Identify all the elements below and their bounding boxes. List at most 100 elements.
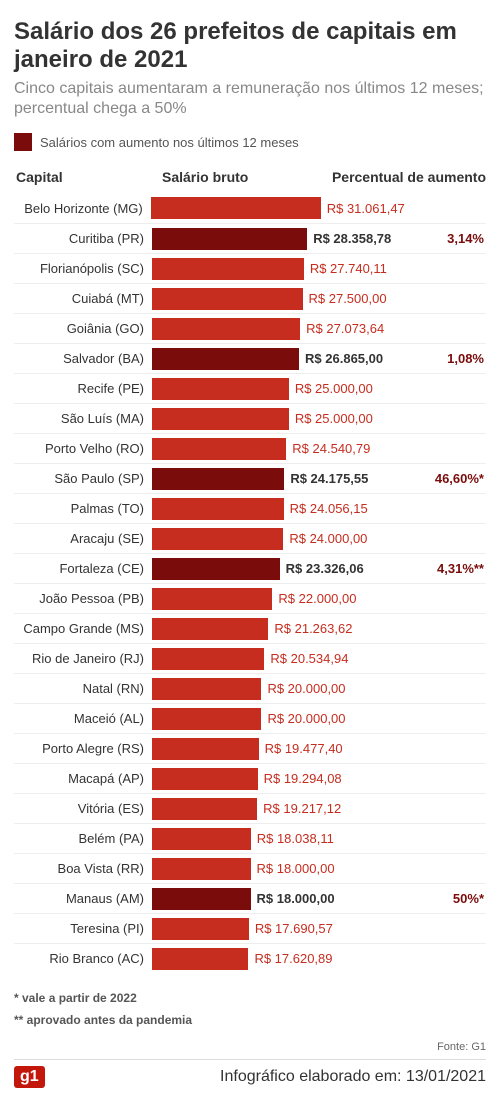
capital-name: Salvador (BA): [14, 351, 152, 366]
bar-wrap: R$ 27.500,00: [152, 288, 404, 310]
salary-label: R$ 28.358,78: [307, 231, 391, 246]
salary-label: R$ 31.061,47: [321, 201, 405, 216]
salary-label: R$ 25.000,00: [289, 411, 373, 426]
salary-bar: [152, 828, 251, 850]
salary-label: R$ 18.000,00: [251, 861, 335, 876]
capital-name: Maceió (AL): [14, 711, 152, 726]
bar-wrap: R$ 24.056,15: [152, 498, 404, 520]
bar-wrap: R$ 22.000,00: [152, 588, 404, 610]
capital-name: Vitória (ES): [14, 801, 152, 816]
capital-name: Curitiba (PR): [14, 231, 152, 246]
pct-label: 1,08%: [404, 351, 486, 366]
table-row: Goiânia (GO) R$ 27.073,64: [14, 313, 486, 343]
capital-name: São Paulo (SP): [14, 471, 152, 486]
capital-name: João Pessoa (PB): [14, 591, 152, 606]
bar-wrap: R$ 19.294,08: [152, 768, 404, 790]
salary-label: R$ 24.056,15: [284, 501, 368, 516]
salary-bar: [152, 648, 264, 670]
bar-wrap: R$ 24.000,00: [152, 528, 404, 550]
column-headers: Capital Salário bruto Percentual de aume…: [14, 169, 486, 185]
salary-label: R$ 20.000,00: [261, 681, 345, 696]
bar-wrap: R$ 17.690,57: [152, 918, 404, 940]
table-row: Campo Grande (MS)R$ 21.263,62: [14, 613, 486, 643]
credit-line: Infográfico elaborado em: 13/01/2021: [220, 1068, 486, 1086]
table-row: Teresina (PI) R$ 17.690,57: [14, 913, 486, 943]
bar-wrap: R$ 23.326,06: [152, 558, 404, 580]
capital-name: Macapá (AP): [14, 771, 152, 786]
source-logo: g1: [14, 1066, 45, 1088]
salary-label: R$ 19.294,08: [258, 771, 342, 786]
salary-bar: [152, 558, 280, 580]
table-row: Salvador (BA)R$ 26.865,001,08%: [14, 343, 486, 373]
salary-label: R$ 19.217,12: [257, 801, 341, 816]
capital-name: Rio Branco (AC): [14, 951, 152, 966]
salary-bar: [152, 738, 259, 760]
chart-title: Salário dos 26 prefeitos de capitais em …: [14, 18, 486, 73]
capital-name: Teresina (PI): [14, 921, 152, 936]
table-row: Vitória (ES) R$ 19.217,12: [14, 793, 486, 823]
salary-label: R$ 27.073,64: [300, 321, 384, 336]
salary-bar: [152, 798, 257, 820]
bar-wrap: R$ 17.620,89: [152, 948, 404, 970]
chart-subtitle: Cinco capitais aumentaram a remuneração …: [14, 79, 486, 119]
salary-bar: [152, 228, 307, 250]
salary-label: R$ 24.000,00: [283, 531, 367, 546]
capital-name: Belém (PA): [14, 831, 152, 846]
table-row: Curitiba (PR)R$ 28.358,783,14%: [14, 223, 486, 253]
salary-label: R$ 18.038,11: [251, 831, 334, 846]
footnote-1: * vale a partir de 2022: [14, 991, 486, 1005]
capital-name: Goiânia (GO): [14, 321, 152, 336]
bar-wrap: R$ 19.477,40: [152, 738, 404, 760]
salary-label: R$ 22.000,00: [272, 591, 356, 606]
pct-label: 46,60%*: [404, 471, 486, 486]
capital-name: Belo Horizonte (MG): [14, 201, 151, 216]
salary-bar: [152, 468, 284, 490]
salary-bar: [152, 528, 283, 550]
table-row: João Pessoa (PB) R$ 22.000,00: [14, 583, 486, 613]
bar-wrap: R$ 18.000,00: [152, 858, 404, 880]
bar-wrap: R$ 20.534,94: [152, 648, 404, 670]
source-line: Fonte: G1: [14, 1041, 486, 1053]
salary-label: R$ 23.326,06: [280, 561, 364, 576]
bar-wrap: R$ 18.038,11: [152, 828, 404, 850]
salary-label: R$ 27.500,00: [303, 291, 387, 306]
table-row: Cuiabá (MT)R$ 27.500,00: [14, 283, 486, 313]
salary-bar: [151, 197, 321, 219]
bar-wrap: R$ 24.175,55: [152, 468, 404, 490]
salary-bar: [152, 408, 289, 430]
capital-name: Porto Alegre (RS): [14, 741, 152, 756]
table-row: Recife (PE)R$ 25.000,00: [14, 373, 486, 403]
header-capital: Capital: [14, 169, 152, 185]
table-row: Rio Branco (AC)R$ 17.620,89: [14, 943, 486, 973]
salary-bar: [152, 678, 261, 700]
salary-bar: [152, 858, 251, 880]
table-row: Belo Horizonte (MG) R$ 31.061,47: [14, 193, 486, 223]
capital-name: Natal (RN): [14, 681, 152, 696]
salary-bar: [152, 438, 286, 460]
capital-name: Rio de Janeiro (RJ): [14, 651, 152, 666]
table-row: São Luís (MA) R$ 25.000,00: [14, 403, 486, 433]
capital-name: Fortaleza (CE): [14, 561, 152, 576]
salary-label: R$ 17.690,57: [249, 921, 333, 936]
capital-name: Aracaju (SE): [14, 531, 152, 546]
table-row: Manaus (AM)R$ 18.000,0050%*: [14, 883, 486, 913]
table-row: Florianópolis (SC)R$ 27.740,11: [14, 253, 486, 283]
footer: g1 Infográfico elaborado em: 13/01/2021: [14, 1059, 486, 1088]
table-row: Aracaju (SE) R$ 24.000,00: [14, 523, 486, 553]
salary-bar: [152, 378, 289, 400]
pct-label: 50%*: [404, 891, 486, 906]
salary-label: R$ 20.534,94: [264, 651, 348, 666]
salary-bar: [152, 498, 284, 520]
bar-wrap: R$ 25.000,00: [152, 408, 404, 430]
salary-label: R$ 19.477,40: [259, 741, 343, 756]
capital-name: São Luís (MA): [14, 411, 152, 426]
header-pct: Percentual de aumento: [330, 169, 486, 185]
salary-bar: [152, 708, 261, 730]
header-salario: Salário bruto: [152, 169, 330, 185]
salary-label: R$ 27.740,11: [304, 261, 387, 276]
salary-bar: [152, 768, 258, 790]
footnote-2: ** aprovado antes da pandemia: [14, 1013, 486, 1027]
legend-swatch: [14, 133, 32, 151]
salary-label: R$ 21.263,62: [268, 621, 352, 636]
salary-bar: [152, 918, 249, 940]
